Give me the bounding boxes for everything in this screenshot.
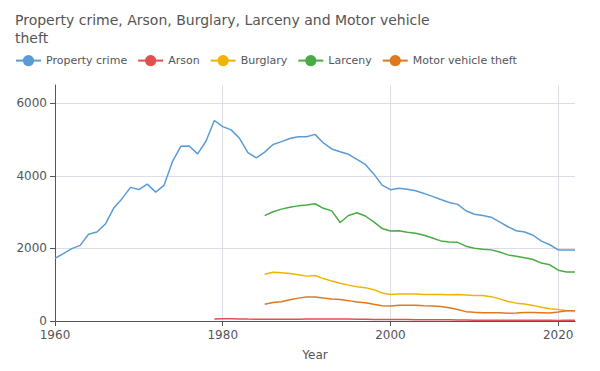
svg-text:Larceny: Larceny	[328, 54, 372, 67]
svg-text:6000: 6000	[16, 96, 47, 110]
svg-text:1960: 1960	[40, 328, 71, 342]
svg-text:Motor vehicle theft: Motor vehicle theft	[413, 54, 518, 67]
svg-text:Burglary: Burglary	[241, 54, 288, 67]
svg-text:4000: 4000	[16, 169, 47, 183]
svg-text:Property crime, Arson, Burglar: Property crime, Arson, Burglary, Larceny…	[15, 12, 430, 28]
svg-text:2000: 2000	[16, 241, 47, 255]
svg-text:Year: Year	[301, 348, 327, 362]
svg-text:2020: 2020	[543, 328, 574, 342]
svg-text:2000: 2000	[375, 328, 406, 342]
svg-text:0: 0	[39, 314, 47, 328]
svg-text:Property crime: Property crime	[46, 54, 127, 67]
svg-text:1980: 1980	[207, 328, 238, 342]
svg-text:theft: theft	[15, 30, 49, 46]
svg-text:Arson: Arson	[168, 54, 200, 67]
